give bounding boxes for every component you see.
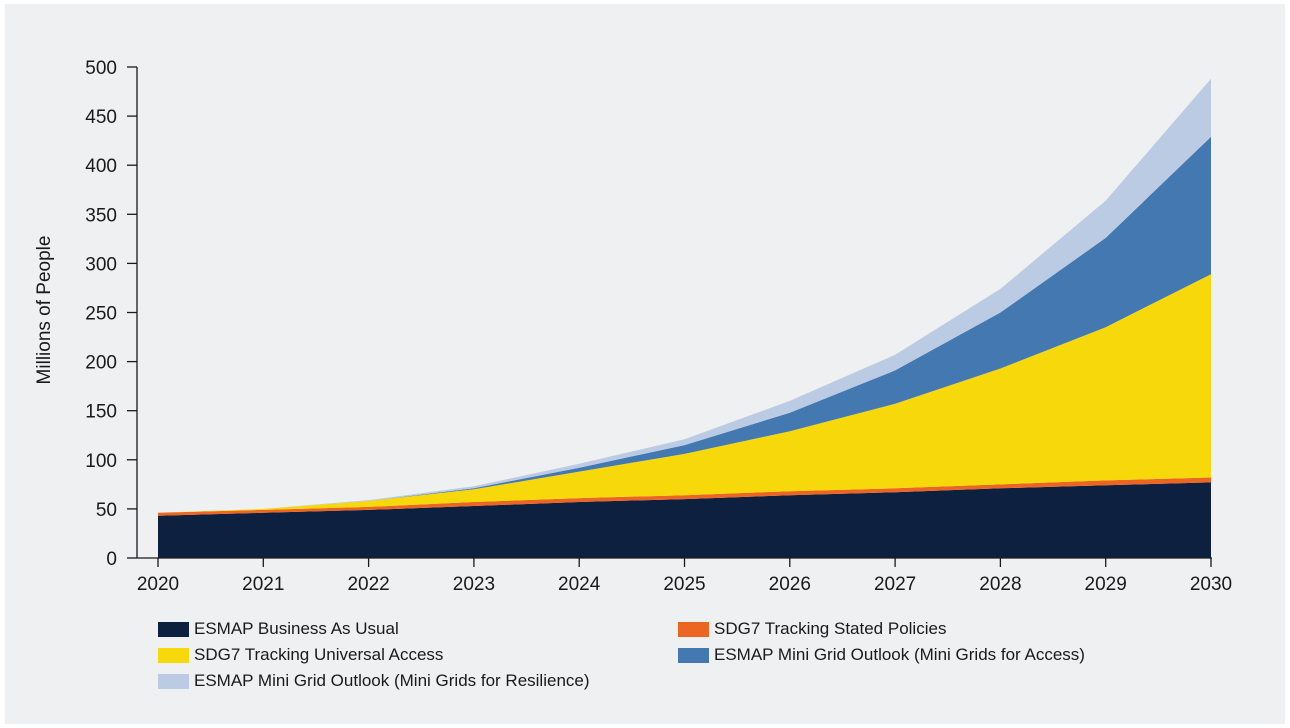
x-tick-label: 2022 — [347, 574, 389, 595]
legend-item-4: ESMAP Mini Grid Outlook (Mini Grids for … — [678, 643, 1158, 667]
legend-item-3: SDG7 Tracking Universal Access — [158, 643, 678, 667]
y-tick-label: 250 — [85, 304, 117, 325]
legend-item-5: ESMAP Mini Grid Outlook (Mini Grids for … — [158, 669, 678, 693]
x-tick-label: 2020 — [137, 574, 179, 595]
legend-swatch — [158, 621, 189, 637]
x-tick-label: 2021 — [242, 574, 284, 595]
x-tick-label: 2028 — [979, 574, 1021, 595]
legend-item-2: SDG7 Tracking Stated Policies — [678, 617, 1158, 641]
x-tick-label: 2030 — [1190, 574, 1232, 595]
area-series-1 — [158, 482, 1211, 558]
x-tick-label: 2027 — [874, 574, 916, 595]
y-tick-label: 500 — [85, 58, 117, 79]
y-tick-layer: 0 50 100 150 200 250 300 350 400 450 500 — [85, 58, 137, 570]
y-tick-label: 450 — [85, 107, 117, 128]
x-tick-layer: 2020 2021 2022 2023 2024 2025 2026 2027 2028 2029… — [137, 558, 1232, 595]
legend-label: ESMAP Mini Grid Outlook (Mini Grids for … — [714, 645, 1085, 664]
legend-swatch — [158, 647, 189, 663]
y-tick-label: 0 — [106, 549, 117, 570]
area-series-2 — [158, 477, 1211, 516]
area-series-3 — [158, 274, 1211, 513]
legend-label: ESMAP Business As Usual — [194, 619, 399, 638]
x-tick-label: 2024 — [558, 574, 601, 595]
legend-swatch — [158, 673, 189, 689]
y-tick-label: 350 — [85, 205, 117, 226]
y-tick-label: 400 — [85, 156, 117, 177]
x-tick-label: 2023 — [453, 574, 495, 595]
y-tick-label: 300 — [85, 254, 117, 275]
y-axis-label: Millions of People — [34, 236, 55, 385]
legend-swatch — [678, 621, 709, 637]
legend-swatch — [678, 647, 709, 663]
x-tick-label: 2025 — [663, 574, 705, 595]
legend-item-1: ESMAP Business As Usual — [158, 617, 678, 641]
y-tick-label: 50 — [96, 500, 117, 521]
x-tick-label: 2029 — [1085, 574, 1127, 595]
area-series-4 — [158, 136, 1211, 513]
legend-label: SDG7 Tracking Universal Access — [194, 645, 444, 664]
y-tick-label: 100 — [85, 451, 117, 472]
y-tick-label: 200 — [85, 353, 117, 374]
legend-label: SDG7 Tracking Stated Policies — [714, 619, 947, 638]
x-tick-label: 2026 — [769, 574, 811, 595]
legend-label: ESMAP Mini Grid Outlook (Mini Grids for … — [194, 671, 590, 690]
chart-legend: ESMAP Business As Usual SDG7 Tracking Sta… — [158, 617, 1158, 693]
area-layer — [158, 78, 1211, 558]
y-tick-label: 150 — [85, 402, 117, 423]
area-series-5 — [158, 78, 1211, 513]
